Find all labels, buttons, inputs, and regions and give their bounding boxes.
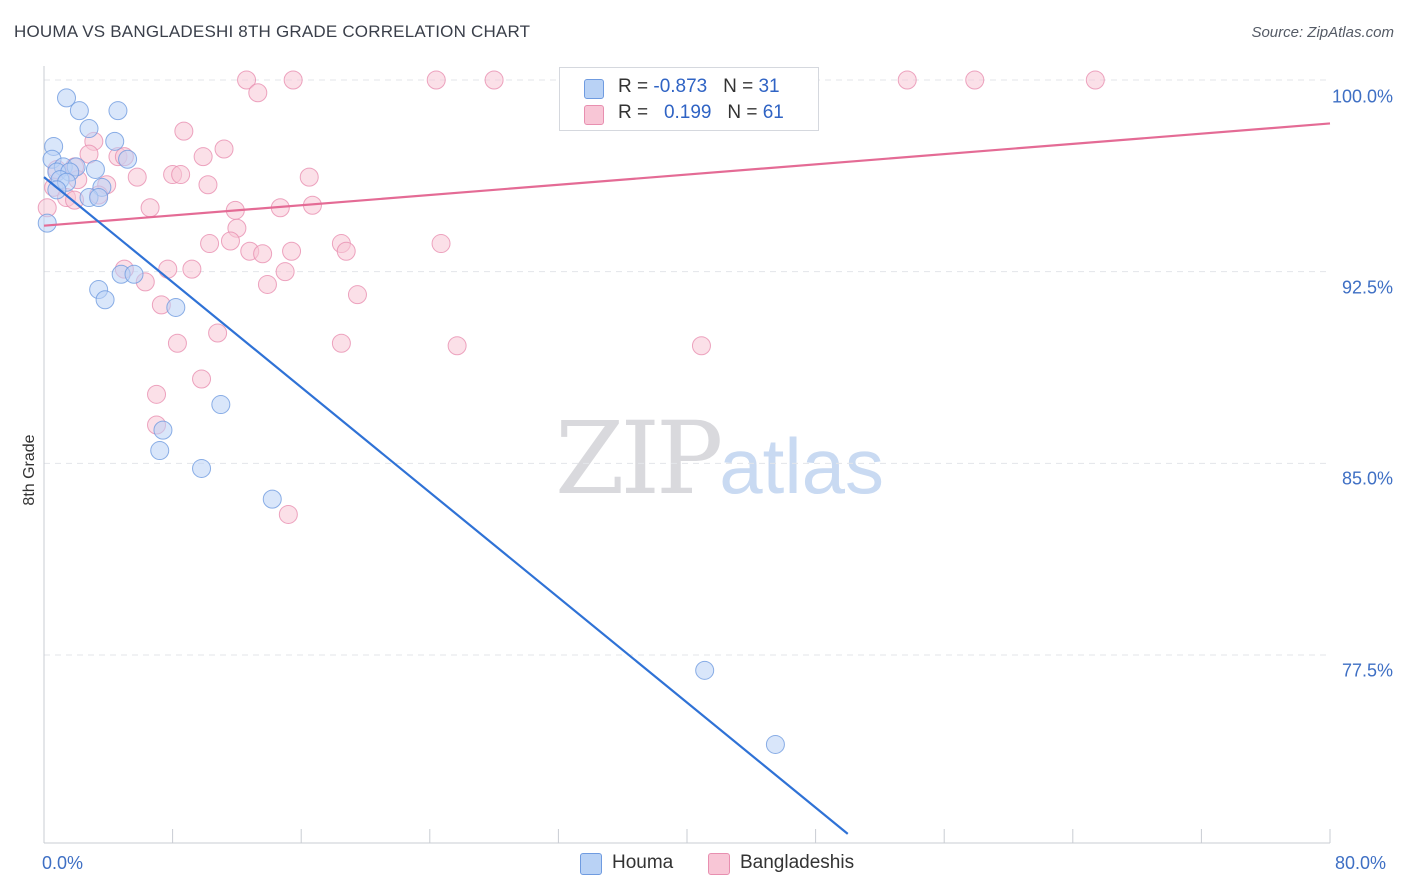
point-bangladeshis-58: [171, 165, 191, 185]
point-bangladeshis-0: [237, 70, 257, 90]
point-houma-2: [108, 101, 128, 121]
point-houma-3: [79, 119, 99, 139]
point-bangladeshis-3: [484, 70, 504, 90]
point-bangladeshis-53: [691, 336, 711, 356]
stats-legend: R = -0.873 N = 31 R = 0.199 N = 61: [559, 67, 819, 131]
point-bangladeshis-4: [897, 70, 917, 90]
point-bangladeshis-8: [174, 121, 194, 141]
point-bangladeshis-18: [127, 167, 147, 187]
point-bangladeshis-47: [347, 285, 367, 305]
point-houma-27: [150, 441, 170, 461]
point-bangladeshis-2: [426, 70, 446, 90]
y-tick-label-100: 100.0%: [1331, 86, 1393, 107]
watermark: ZIPatlas: [555, 400, 884, 517]
point-bangladeshis-12: [193, 147, 213, 167]
point-bangladeshis-22: [198, 175, 218, 195]
point-bangladeshis-36: [431, 234, 451, 254]
point-bangladeshis-51: [331, 333, 351, 353]
point-houma-26: [153, 420, 173, 440]
y-tick-label-92-5: 92.5%: [1341, 277, 1393, 298]
point-bangladeshis-44: [275, 262, 295, 282]
bottom-legend-swatch-houma: [580, 853, 602, 875]
point-houma-21: [124, 264, 144, 284]
y-tick-label-77-5: 77.5%: [1341, 660, 1393, 681]
point-bangladeshis-39: [336, 241, 356, 261]
point-bangladeshis-55: [147, 384, 167, 404]
point-bangladeshis-49: [208, 323, 228, 343]
bottom-legend-label-bangladeshis: Bangladeshis: [740, 852, 855, 873]
watermark-atlas: atlas: [719, 422, 885, 510]
point-bangladeshis-10: [214, 139, 234, 159]
point-bangladeshis-46: [257, 274, 277, 294]
point-houma-23: [95, 290, 115, 310]
point-bangladeshis-43: [182, 259, 202, 279]
point-bangladeshis-54: [192, 369, 212, 389]
point-houma-30: [695, 660, 715, 680]
point-houma-24: [166, 297, 186, 317]
point-houma-25: [211, 395, 231, 415]
point-bangladeshis-28: [140, 198, 160, 218]
x-tick-label-max: 80.0%: [1335, 853, 1387, 873]
point-bangladeshis-50: [167, 333, 187, 353]
watermark-zip: ZIP: [555, 400, 723, 517]
legend-stats-houma: R = -0.873 N = 31: [618, 76, 780, 97]
point-houma-19: [37, 213, 57, 233]
bottom-legend-swatch-bangladeshis: [708, 853, 730, 875]
y-tick-label-85: 85.0%: [1341, 468, 1393, 489]
trendline-houma: [43, 176, 849, 835]
bottom-legend-label-houma: Houma: [612, 852, 674, 873]
y-axis-label: 8th Grade: [21, 434, 38, 506]
point-houma-16: [47, 180, 67, 200]
point-bangladeshis-6: [1085, 70, 1105, 90]
point-houma-10: [85, 159, 105, 179]
point-bangladeshis-42: [158, 259, 178, 279]
point-bangladeshis-19: [299, 167, 319, 187]
x-tick-label-min: 0.0%: [42, 853, 84, 873]
legend-stats-bangladeshis: R = 0.199 N = 61: [618, 102, 784, 123]
point-houma-1: [69, 101, 89, 121]
legend-swatch-bangladeshis: [584, 105, 604, 125]
point-bangladeshis-40: [253, 244, 273, 264]
point-houma-4: [105, 131, 125, 151]
point-bangladeshis-38: [282, 241, 302, 261]
point-houma-28: [192, 458, 212, 478]
point-bangladeshis-5: [965, 70, 985, 90]
point-houma-0: [57, 88, 77, 108]
point-bangladeshis-57: [278, 504, 298, 524]
point-houma-29: [262, 489, 282, 509]
point-bangladeshis-33: [220, 231, 240, 251]
point-houma-7: [118, 149, 138, 169]
source-credit: Source: ZipAtlas.com: [1251, 24, 1394, 41]
point-bangladeshis-7: [248, 83, 268, 103]
point-houma-31: [765, 734, 785, 754]
trendline-bangladeshis: [43, 122, 1331, 227]
chart-title: HOUMA VS BANGLADESHI 8TH GRADE CORRELATI…: [14, 22, 531, 41]
point-bangladeshis-1: [283, 70, 303, 90]
legend-swatch-houma: [584, 79, 604, 99]
point-bangladeshis-52: [447, 336, 467, 356]
point-bangladeshis-34: [200, 234, 220, 254]
point-houma-18: [89, 188, 109, 208]
